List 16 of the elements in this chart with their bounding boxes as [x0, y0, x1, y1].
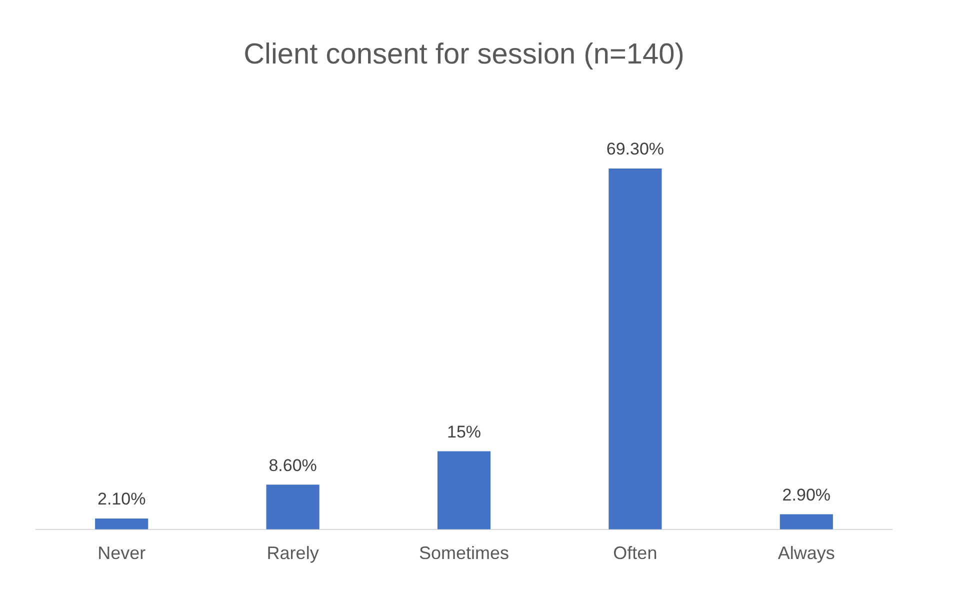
data-label: 8.60% — [268, 456, 317, 475]
bar — [266, 484, 320, 530]
bar — [95, 518, 148, 530]
bar — [608, 168, 662, 530]
data-label: 2.90% — [782, 485, 830, 504]
chart-title: Client consent for session (n=140) — [244, 38, 684, 70]
x-tick-label: Often — [613, 543, 658, 564]
x-tick-label: Never — [98, 543, 146, 564]
data-label: 2.10% — [98, 490, 146, 509]
x-tick-label: Always — [778, 543, 835, 564]
bar — [780, 514, 833, 530]
bar — [437, 451, 491, 530]
x-tick-label: Sometimes — [418, 543, 510, 564]
data-label: 15% — [446, 422, 482, 442]
data-label: 69.30% — [606, 140, 664, 159]
x-tick-label: Rarely — [266, 543, 319, 564]
